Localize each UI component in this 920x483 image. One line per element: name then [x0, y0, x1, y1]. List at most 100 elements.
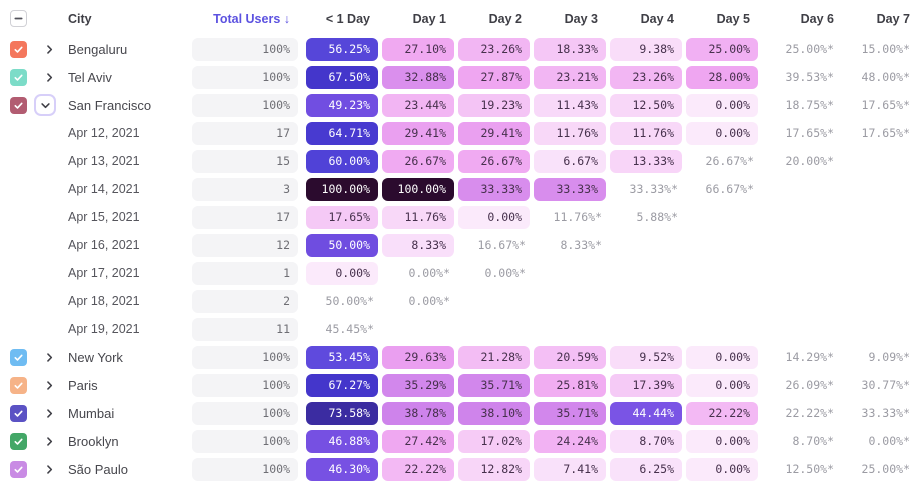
retention-cell[interactable]: 29.63%	[382, 345, 454, 369]
retention-cell[interactable]: 0.00%	[686, 93, 758, 117]
retention-cell[interactable]: 12.82%	[458, 457, 530, 481]
retention-cell[interactable]: 27.42%	[382, 429, 454, 453]
retention-cell[interactable]: 39.53%*	[785, 70, 834, 84]
retention-cell[interactable]: 22.22%*	[785, 406, 834, 420]
retention-cell[interactable]: 100.00%	[306, 177, 378, 201]
retention-cell[interactable]: 35.71%	[534, 401, 606, 425]
retention-cell[interactable]: 8.33%	[382, 233, 454, 257]
retention-cell[interactable]: 15.00%*	[861, 42, 910, 56]
retention-cell[interactable]: 19.23%	[458, 93, 530, 117]
retention-cell[interactable]: 9.38%	[610, 37, 682, 61]
row-checkbox-brooklyn[interactable]	[10, 432, 27, 450]
retention-cell[interactable]: 9.52%	[610, 345, 682, 369]
retention-cell[interactable]: 35.29%	[382, 373, 454, 397]
select-all-checkbox[interactable]	[10, 10, 27, 27]
retention-cell[interactable]: 8.70%	[610, 429, 682, 453]
column-header-day-2[interactable]: Day 2	[488, 11, 522, 26]
retention-cell[interactable]: 6.67%	[534, 149, 606, 173]
retention-cell[interactable]: 26.67%	[458, 149, 530, 173]
expand-row-button[interactable]	[41, 461, 57, 477]
retention-cell[interactable]: 11.76%*	[553, 210, 602, 224]
retention-cell[interactable]: 46.88%	[306, 429, 378, 453]
retention-cell[interactable]: 50.00%*	[325, 294, 374, 308]
retention-cell[interactable]: 23.44%	[382, 93, 454, 117]
column-header-day-6[interactable]: Day 6	[800, 11, 834, 26]
retention-cell[interactable]: 26.67%	[382, 149, 454, 173]
retention-cell[interactable]: 25.81%	[534, 373, 606, 397]
retention-cell[interactable]: 24.24%	[534, 429, 606, 453]
retention-cell[interactable]: 46.30%	[306, 457, 378, 481]
retention-cell[interactable]: 8.70%*	[792, 434, 834, 448]
row-checkbox-san-francisco[interactable]	[10, 96, 27, 114]
column-header-day-4[interactable]: Day 4	[640, 11, 674, 26]
retention-cell[interactable]: 25.00%*	[785, 42, 834, 56]
retention-cell[interactable]: 11.76%	[382, 205, 454, 229]
retention-cell[interactable]: 73.58%	[306, 401, 378, 425]
retention-cell[interactable]: 0.00%	[458, 205, 530, 229]
retention-cell[interactable]: 22.22%	[382, 457, 454, 481]
retention-cell[interactable]: 66.67%*	[705, 182, 754, 196]
retention-cell[interactable]: 16.67%*	[477, 238, 526, 252]
retention-cell[interactable]: 27.87%	[458, 65, 530, 89]
row-checkbox-tel-aviv[interactable]	[10, 68, 27, 86]
column-header-day-1[interactable]: Day 1	[412, 11, 446, 26]
retention-cell[interactable]: 0.00%*	[408, 266, 450, 280]
retention-cell[interactable]: 44.44%	[610, 401, 682, 425]
expand-row-button[interactable]	[41, 349, 57, 365]
retention-cell[interactable]: 5.88%*	[636, 210, 678, 224]
retention-cell[interactable]: 27.10%	[382, 37, 454, 61]
retention-cell[interactable]: 8.33%*	[560, 238, 602, 252]
retention-cell[interactable]: 9.09%*	[868, 350, 910, 364]
retention-cell[interactable]: 17.65%*	[785, 126, 834, 140]
retention-cell[interactable]: 0.00%*	[868, 434, 910, 448]
retention-cell[interactable]: 17.39%	[610, 373, 682, 397]
retention-cell[interactable]: 50.00%	[306, 233, 378, 257]
retention-cell[interactable]: 38.78%	[382, 401, 454, 425]
retention-cell[interactable]: 20.59%	[534, 345, 606, 369]
retention-cell[interactable]: 33.33%	[534, 177, 606, 201]
retention-cell[interactable]: 11.76%	[610, 121, 682, 145]
expand-row-button[interactable]	[41, 405, 57, 421]
row-checkbox-new-york[interactable]	[10, 348, 27, 366]
retention-cell[interactable]: 17.02%	[458, 429, 530, 453]
row-checkbox-paris[interactable]	[10, 376, 27, 394]
retention-cell[interactable]: 25.00%*	[861, 462, 910, 476]
retention-cell[interactable]: 23.21%	[534, 65, 606, 89]
retention-cell[interactable]: 17.65%	[306, 205, 378, 229]
retention-cell[interactable]: 33.33%*	[861, 406, 910, 420]
retention-cell[interactable]: 33.33%	[458, 177, 530, 201]
retention-cell[interactable]: 0.00%	[686, 345, 758, 369]
retention-cell[interactable]: 20.00%*	[785, 154, 834, 168]
retention-cell[interactable]: 21.28%	[458, 345, 530, 369]
expand-row-button[interactable]	[41, 377, 57, 393]
retention-cell[interactable]: 53.45%	[306, 345, 378, 369]
retention-cell[interactable]: 35.71%	[458, 373, 530, 397]
retention-cell[interactable]: 22.22%	[686, 401, 758, 425]
retention-cell[interactable]: 64.71%	[306, 121, 378, 145]
column-header-day-5[interactable]: Day 5	[716, 11, 750, 26]
retention-cell[interactable]: 25.00%	[686, 37, 758, 61]
retention-cell[interactable]: 11.76%	[534, 121, 606, 145]
retention-cell[interactable]: 0.00%*	[484, 266, 526, 280]
retention-cell[interactable]: 11.43%	[534, 93, 606, 117]
column-header-1-day[interactable]: < 1 Day	[325, 11, 370, 26]
retention-cell[interactable]: 14.29%*	[785, 350, 834, 364]
retention-cell[interactable]: 67.27%	[306, 373, 378, 397]
retention-cell[interactable]: 12.50%	[610, 93, 682, 117]
retention-cell[interactable]: 0.00%	[306, 261, 378, 285]
expand-row-button[interactable]	[41, 433, 57, 449]
retention-cell[interactable]: 48.00%*	[861, 70, 910, 84]
retention-cell[interactable]: 38.10%	[458, 401, 530, 425]
retention-cell[interactable]: 6.25%	[610, 457, 682, 481]
retention-cell[interactable]: 32.88%	[382, 65, 454, 89]
retention-cell[interactable]: 0.00%	[686, 457, 758, 481]
retention-cell[interactable]: 33.33%*	[629, 182, 678, 196]
retention-cell[interactable]: 67.50%	[306, 65, 378, 89]
column-header-day-3[interactable]: Day 3	[564, 11, 598, 26]
retention-cell[interactable]: 18.75%*	[785, 98, 834, 112]
retention-cell[interactable]: 28.00%	[686, 65, 758, 89]
retention-cell[interactable]: 30.77%*	[861, 378, 910, 392]
retention-cell[interactable]: 23.26%	[458, 37, 530, 61]
row-checkbox-bengaluru[interactable]	[10, 40, 27, 58]
expand-row-button[interactable]	[41, 69, 57, 85]
